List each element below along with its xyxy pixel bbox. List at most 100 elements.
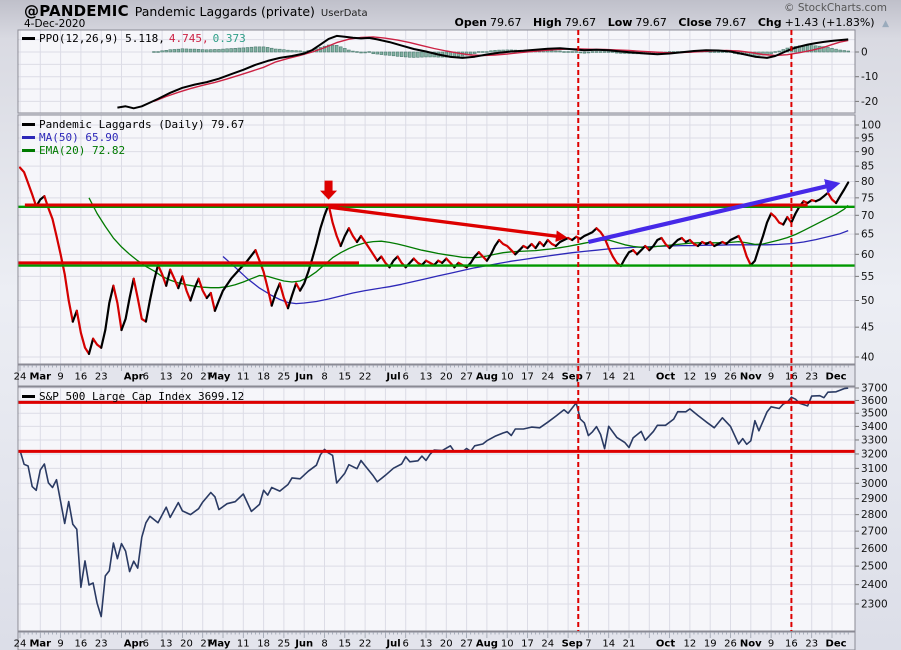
- ppo-histogram-bar: [809, 45, 814, 53]
- ema20-legend-row: EMA(20) 72.82: [22, 144, 125, 157]
- ppo-histogram-bar: [416, 51, 420, 58]
- x-axis-label: 21: [623, 372, 636, 383]
- x-axis-label: 9: [57, 639, 63, 650]
- x-axis-label: 11: [237, 372, 250, 383]
- ppo-histogram-bar: [363, 51, 367, 54]
- close-value: 79.67: [714, 16, 747, 29]
- ppo-histogram-bar: [152, 51, 156, 53]
- y-axis-label: 3700: [861, 383, 888, 395]
- price-line: [181, 275, 192, 302]
- ppo-histogram-bar: [562, 51, 566, 53]
- ppo-histogram-bar: [298, 50, 302, 53]
- x-axis-label: 19: [704, 639, 717, 650]
- price-line: [359, 234, 379, 262]
- x-axis-label: Sep: [562, 639, 583, 650]
- ppo-histogram-bar: [558, 50, 562, 53]
- price-line: [648, 236, 663, 252]
- x-axis-label: 9: [57, 372, 63, 383]
- x-axis-label: Dec: [826, 372, 847, 383]
- price-line: [299, 203, 330, 292]
- blue-trend-arrow: [587, 179, 841, 245]
- x-axis-label: 9: [768, 639, 774, 650]
- ppo-histogram-bar: [769, 51, 773, 55]
- ppo-histogram-bar: [716, 51, 721, 53]
- open-label: Open: [454, 16, 487, 29]
- x-axis-label: 10: [501, 639, 514, 650]
- y-axis-label: 3300: [861, 434, 888, 446]
- open-value: 79.67: [490, 16, 522, 29]
- x-axis-label: 18: [257, 639, 270, 650]
- y-axis-label: 85: [861, 161, 874, 173]
- ppo-histogram-bar: [412, 51, 416, 58]
- x-axis-label: 6: [403, 372, 409, 383]
- ppo-histogram-bar: [265, 47, 270, 53]
- ppo-histogram-bar: [201, 49, 205, 53]
- y-axis-label: 0: [861, 47, 868, 59]
- ppo-histogram-bar: [371, 51, 375, 55]
- ppo-histogram-bar: [339, 46, 343, 53]
- ppo-histogram-bar: [468, 51, 473, 55]
- x-axis-label: 12: [684, 639, 697, 650]
- ppo-histogram-bar: [379, 51, 384, 55]
- price-line: [546, 238, 558, 248]
- y-axis-label: 55: [861, 271, 874, 283]
- price-line: [668, 236, 683, 250]
- x-axis-label: 19: [704, 372, 717, 383]
- ppo-histogram-bar: [822, 46, 826, 53]
- price-line: [169, 268, 180, 290]
- y-axis-label: 2300: [861, 599, 888, 611]
- low-value: 79.67: [635, 16, 667, 29]
- x-axis-label: 7: [585, 372, 591, 383]
- ppo-histogram-bar: [217, 49, 221, 53]
- ppo-histogram-bar: [270, 47, 274, 53]
- ppo-histogram-bar: [367, 51, 371, 53]
- y-axis-label: 3000: [861, 478, 888, 490]
- y-axis-label: 95: [861, 132, 874, 144]
- ema20-legend-label: EMA(20) 72.82: [39, 144, 126, 157]
- price-line: [254, 249, 273, 307]
- x-axis-label: Oct: [656, 372, 675, 383]
- price-line: [286, 282, 298, 310]
- sp500-legend-label: S&P 500 Large Cap Index 3699.12: [39, 390, 245, 403]
- x-axis-label: 6: [403, 639, 409, 650]
- x-axis-label: Aug: [476, 372, 498, 383]
- price-line: [177, 275, 184, 290]
- ppo-histogram-bar: [347, 49, 351, 53]
- ppo-histogram-bar: [330, 44, 335, 53]
- sp500-line: [19, 387, 849, 618]
- ppo-histogram-bar: [598, 51, 603, 53]
- ppo-histogram-bar: [196, 49, 201, 53]
- y-axis-label: 45: [861, 322, 874, 334]
- ma50-legend-row: MA(50) 65.90: [22, 131, 118, 144]
- ppo-histogram-bar: [168, 49, 172, 53]
- price-line: [595, 227, 623, 268]
- ppo-histogram-bar: [225, 48, 229, 53]
- price-line: [782, 216, 789, 226]
- x-axis-label: 24: [541, 639, 554, 650]
- y-axis-label: 2600: [861, 543, 888, 555]
- price-line: [485, 238, 501, 262]
- price-line: [144, 264, 160, 323]
- price-line: [43, 195, 74, 323]
- x-axis-label: Jun: [294, 372, 313, 383]
- y-axis-label: -10: [861, 71, 878, 83]
- price-line: [660, 236, 671, 250]
- ppo-histogram-bar: [586, 51, 591, 54]
- price-line: [91, 337, 103, 349]
- x-axis-label: Nov: [740, 639, 762, 650]
- x-axis-label: 25: [278, 372, 291, 383]
- x-axis-label: 23: [805, 372, 818, 383]
- x-axis-label: 26: [724, 372, 737, 383]
- price-line: [100, 284, 115, 349]
- ppo-hist-value: 0.373: [212, 32, 246, 45]
- y-axis-label: 100: [861, 120, 881, 132]
- ppo-histogram-bar: [192, 48, 197, 53]
- ppo-histogram-bar: [351, 50, 355, 53]
- ppo-histogram-bar: [830, 47, 834, 53]
- red-trendline-arrow: [328, 205, 568, 242]
- close-label: Close: [678, 16, 712, 29]
- price-line: [278, 282, 290, 310]
- ppo-histogram-bar: [188, 48, 193, 53]
